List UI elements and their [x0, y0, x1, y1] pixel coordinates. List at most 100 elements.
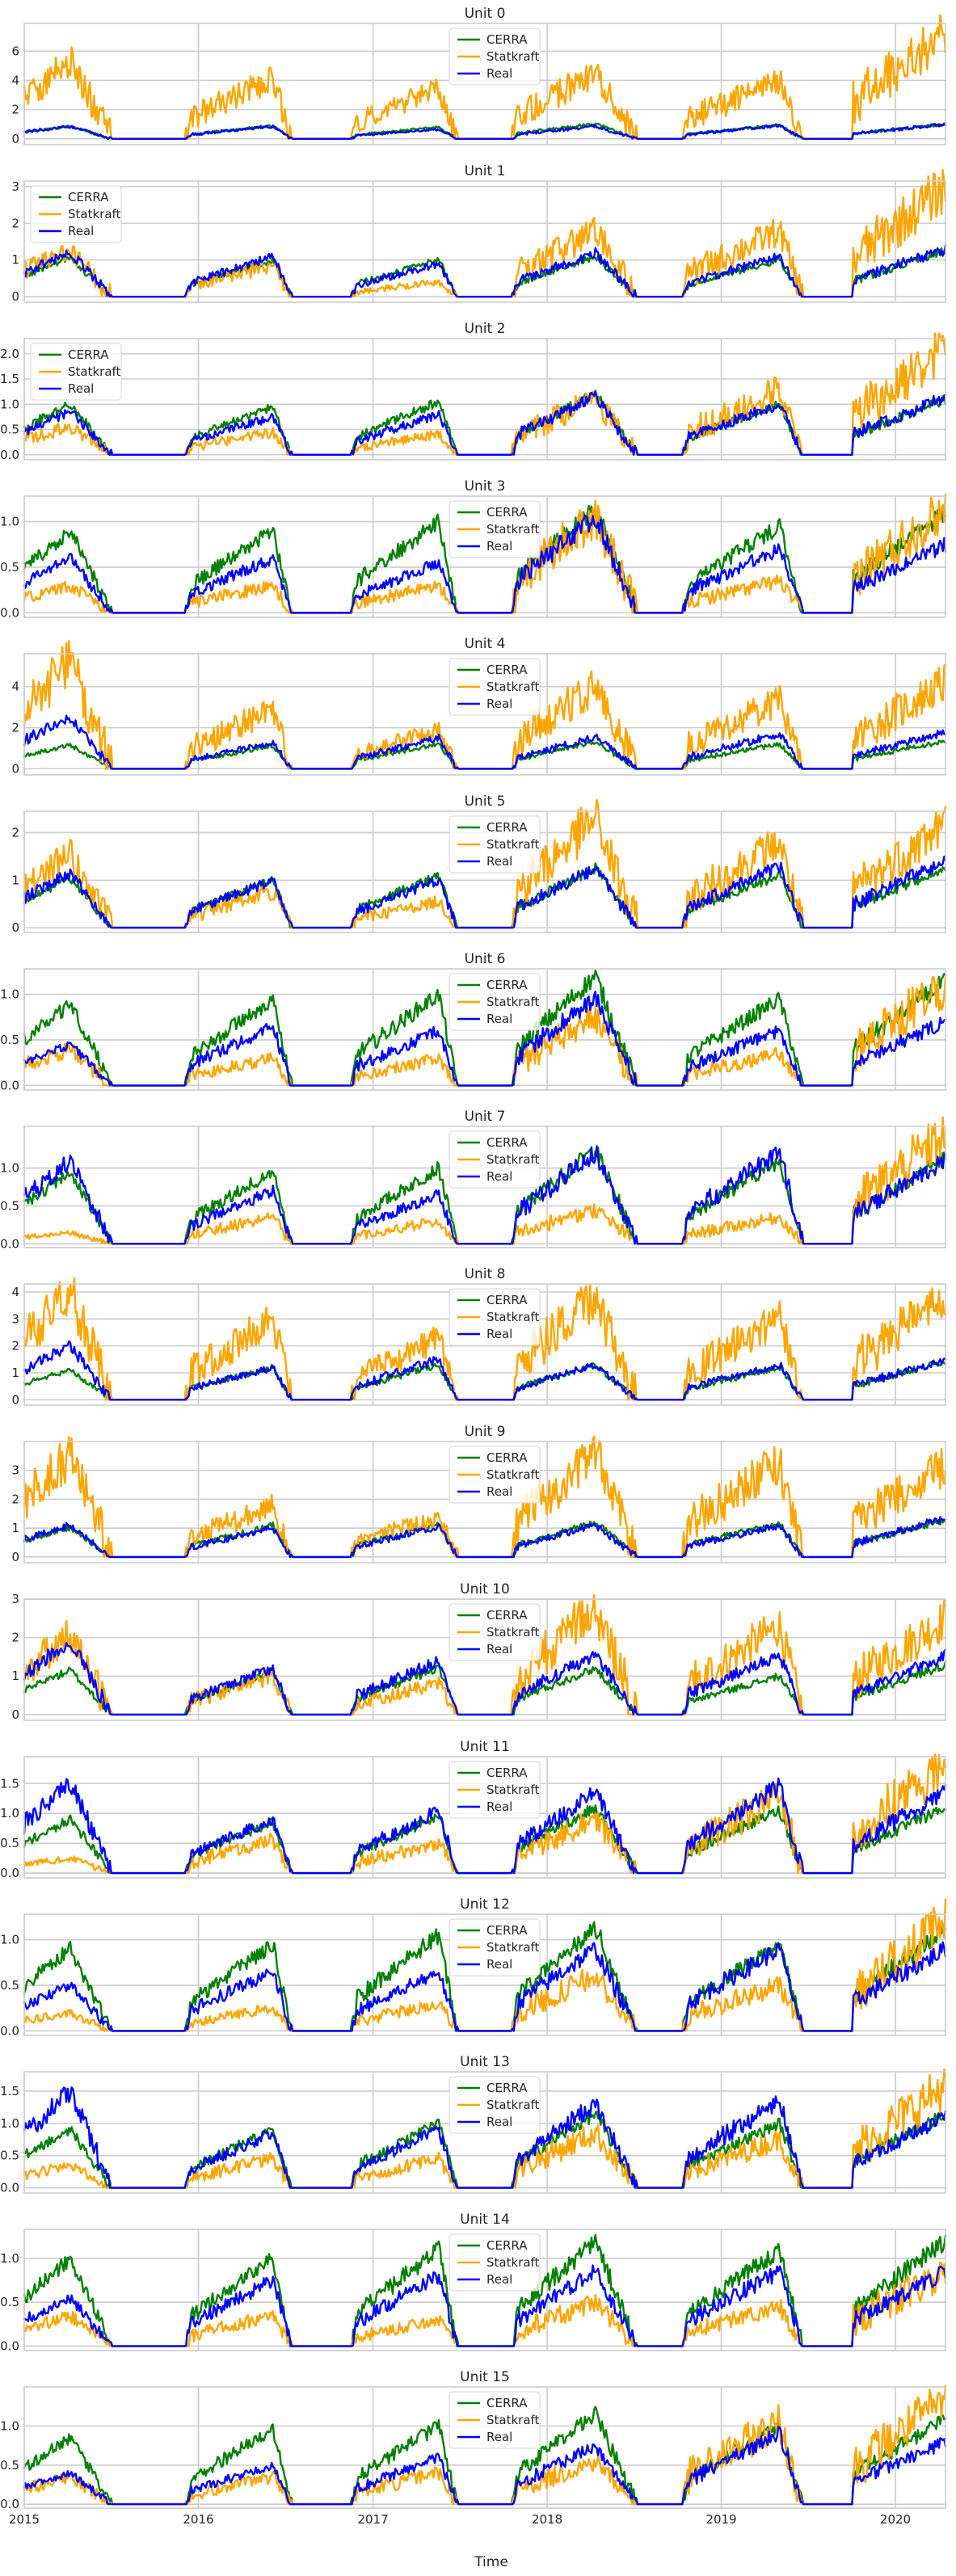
- series-line-cerra: [23, 247, 947, 298]
- y-tick-label: 0.0: [0, 605, 19, 620]
- subplot-unit-2: Unit 2 0.0 0.5 1.0 1.5 2.0 CERRA Statkraft Real: [0, 321, 947, 462]
- y-tick-label: 0: [11, 1707, 19, 1722]
- legend: CERRA Statkraft Real: [449, 1130, 541, 1189]
- legend-label: CERRA: [486, 1766, 528, 1780]
- subplot-title: Unit 2: [465, 321, 506, 337]
- series-line-cerra: [23, 389, 947, 456]
- legend-label: CERRA: [486, 1923, 528, 1938]
- legend-box: [449, 1288, 541, 1346]
- y-tick-label: 1.0: [0, 515, 19, 529]
- legend-box: [449, 2076, 541, 2134]
- subplot-unit-14: Unit 14 0.0 0.5 1.0 CERRA Statkraft Real: [0, 2212, 947, 2354]
- series-line-cerra: [23, 739, 947, 770]
- series-line-real: [23, 1941, 947, 2032]
- y-tick-label: 2.0: [0, 347, 19, 361]
- subplot-title: Unit 4: [465, 636, 506, 652]
- series-line-real: [23, 714, 947, 770]
- subplot-title: Unit 7: [465, 1109, 506, 1125]
- y-tick-label: 1: [11, 1669, 19, 1683]
- subplot-title: Unit 15: [460, 2369, 510, 2385]
- series-line-real: [23, 2086, 947, 2189]
- legend-label: Real: [486, 1642, 512, 1656]
- legend-label: Real: [486, 539, 512, 554]
- legend-box: [449, 27, 541, 86]
- subplot-unit-11: Unit 11 0.0 0.5 1.0 1.5 CERRA Statkraft Real: [0, 1739, 947, 1880]
- y-tick-label: 2: [11, 825, 19, 840]
- series-line-real: [23, 122, 947, 141]
- subplot-title: Unit 1: [465, 163, 506, 179]
- legend-box: [30, 343, 122, 401]
- legend-box: [449, 2233, 541, 2292]
- legend-label: Real: [486, 1799, 512, 1814]
- y-tick-label: 4: [11, 680, 19, 694]
- legend-label: CERRA: [486, 2396, 528, 2410]
- y-tick-label: 2: [11, 721, 19, 735]
- legend-label: CERRA: [486, 1450, 528, 1465]
- y-tick-label: 0.0: [0, 2181, 19, 2195]
- legend: CERRA Statkraft Real: [449, 2391, 541, 2449]
- legend-label: Statkraft: [68, 364, 121, 379]
- y-tick-label: 0: [11, 761, 19, 776]
- y-tick-label: 2: [11, 216, 19, 230]
- subplot-unit-8: Unit 8 0 1 2 3 4 CERRA Statkraft Real: [11, 1266, 947, 1407]
- y-tick-label: 0.5: [0, 2295, 19, 2309]
- y-tick-label: 0.0: [0, 2497, 19, 2511]
- y-tick-label: 1.0: [0, 1161, 19, 1176]
- legend-label: CERRA: [486, 663, 528, 677]
- legend: CERRA Statkraft Real: [449, 973, 541, 1031]
- plot-frame: [23, 2386, 946, 2509]
- subplot-unit-12: Unit 12 0.0 0.5 1.0 CERRA Statkraft Real: [0, 1896, 947, 2038]
- legend-box: [449, 2391, 541, 2449]
- legend-box: [449, 1130, 541, 1189]
- y-tick-label: 2: [11, 1631, 19, 1645]
- legend-label: CERRA: [486, 1293, 528, 1307]
- subplot-unit-15: Unit 15 0.0 0.5 1.0 CERRA Statkraft Real: [0, 2369, 947, 2511]
- legend-label: Real: [486, 1327, 512, 1341]
- legend: CERRA Statkraft Real: [449, 1446, 541, 1504]
- plot-frame: [23, 1283, 946, 1406]
- subplot-unit-3: Unit 3 0.0 0.5 1.0 CERRA Statkraft Real: [0, 478, 947, 620]
- legend: CERRA Statkraft Real: [449, 1761, 541, 1819]
- legend-label: Real: [486, 1957, 512, 1972]
- x-tick-label: 2019: [705, 2512, 736, 2527]
- y-tick-label: 0.0: [0, 1078, 19, 1092]
- subplot-unit-7: Unit 7 0.0 0.5 1.0 CERRA Statkraft Real: [0, 1109, 947, 1251]
- plot-frame: [23, 338, 946, 461]
- y-tick-label: 1.0: [0, 987, 19, 1002]
- y-tick-label: 0.5: [0, 2149, 19, 2163]
- y-tick-label: 1.5: [0, 1776, 19, 1791]
- y-tick-label: 1.0: [0, 1806, 19, 1820]
- legend: CERRA Statkraft Real: [449, 500, 541, 558]
- y-tick-label: 4: [11, 1285, 19, 1299]
- y-tick-label: 2: [11, 103, 19, 117]
- y-tick-label: 0.0: [0, 2339, 19, 2354]
- x-tick-label: 2016: [183, 2512, 213, 2527]
- legend-label: Real: [68, 224, 94, 238]
- plot-frame: [23, 653, 946, 776]
- legend-box: [30, 185, 122, 243]
- legend-box: [449, 500, 541, 558]
- legend-box: [449, 815, 541, 873]
- series-line-real: [23, 990, 947, 1087]
- legend-label: Real: [486, 2430, 512, 2444]
- series-line-real: [23, 514, 947, 614]
- subplot-unit-1: Unit 1 0 1 2 3 CERRA Statkraft Real: [11, 163, 947, 304]
- legend-label: Statkraft: [486, 1152, 540, 1167]
- legend-label: Statkraft: [486, 680, 540, 694]
- y-tick-label: 1: [11, 1366, 19, 1380]
- y-tick-label: 1.0: [0, 1933, 19, 1947]
- y-tick-label: 0.0: [0, 2023, 19, 2038]
- y-tick-label: 6: [11, 44, 19, 58]
- series-line-real: [23, 855, 947, 929]
- subplot-unit-0: Unit 0 0 2 4 6 CERRA Statkraft Real: [11, 6, 947, 146]
- plot-frame: [23, 1441, 946, 1564]
- legend-label: Real: [486, 1484, 512, 1499]
- legend-label: Real: [486, 66, 512, 81]
- subplot-unit-6: Unit 6 0.0 0.5 1.0 CERRA Statkraft Real: [0, 951, 947, 1092]
- legend-label: Statkraft: [486, 2413, 540, 2427]
- legend: CERRA Statkraft Real: [449, 2076, 541, 2134]
- y-tick-label: 0.5: [0, 1836, 19, 1850]
- legend-label: Real: [486, 1012, 512, 1026]
- legend-label: Statkraft: [486, 1310, 540, 1324]
